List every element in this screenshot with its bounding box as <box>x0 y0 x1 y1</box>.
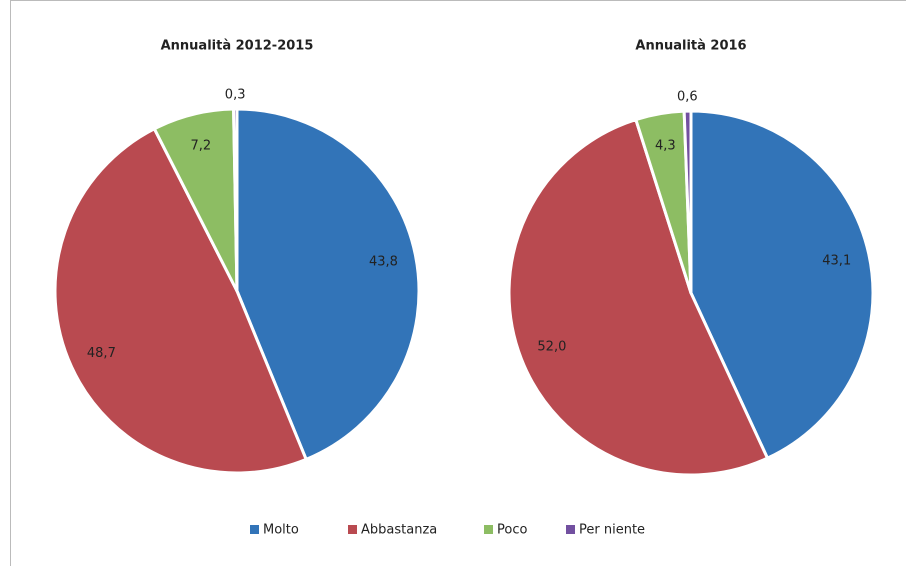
data-label: 43,1 <box>822 253 851 268</box>
pie-slice <box>689 109 875 460</box>
pie-slice <box>682 109 693 295</box>
legend-swatch <box>484 525 493 534</box>
pie-slice <box>235 107 421 461</box>
data-label: 48,7 <box>87 346 116 361</box>
pie-slice <box>53 127 308 475</box>
legend-label: Abbastanza <box>361 523 437 538</box>
legend-swatch <box>250 525 259 534</box>
legend-swatch <box>348 525 357 534</box>
legend-swatch <box>566 525 575 534</box>
data-label: 52,0 <box>537 340 566 355</box>
chart-title: Annualità 2012-2015 <box>161 39 314 54</box>
data-label: 43,8 <box>369 255 398 270</box>
data-label: 7,2 <box>190 139 211 154</box>
chart-title: Annualità 2016 <box>635 39 746 54</box>
legend-label: Per niente <box>579 523 645 538</box>
pie-slice <box>507 118 769 477</box>
legend-label: Poco <box>497 523 527 538</box>
pie-slice <box>232 107 239 293</box>
legend-label: Molto <box>263 523 299 538</box>
data-label: 0,6 <box>677 90 698 105</box>
data-label: 4,3 <box>655 138 676 153</box>
data-label: 0,3 <box>225 88 246 103</box>
